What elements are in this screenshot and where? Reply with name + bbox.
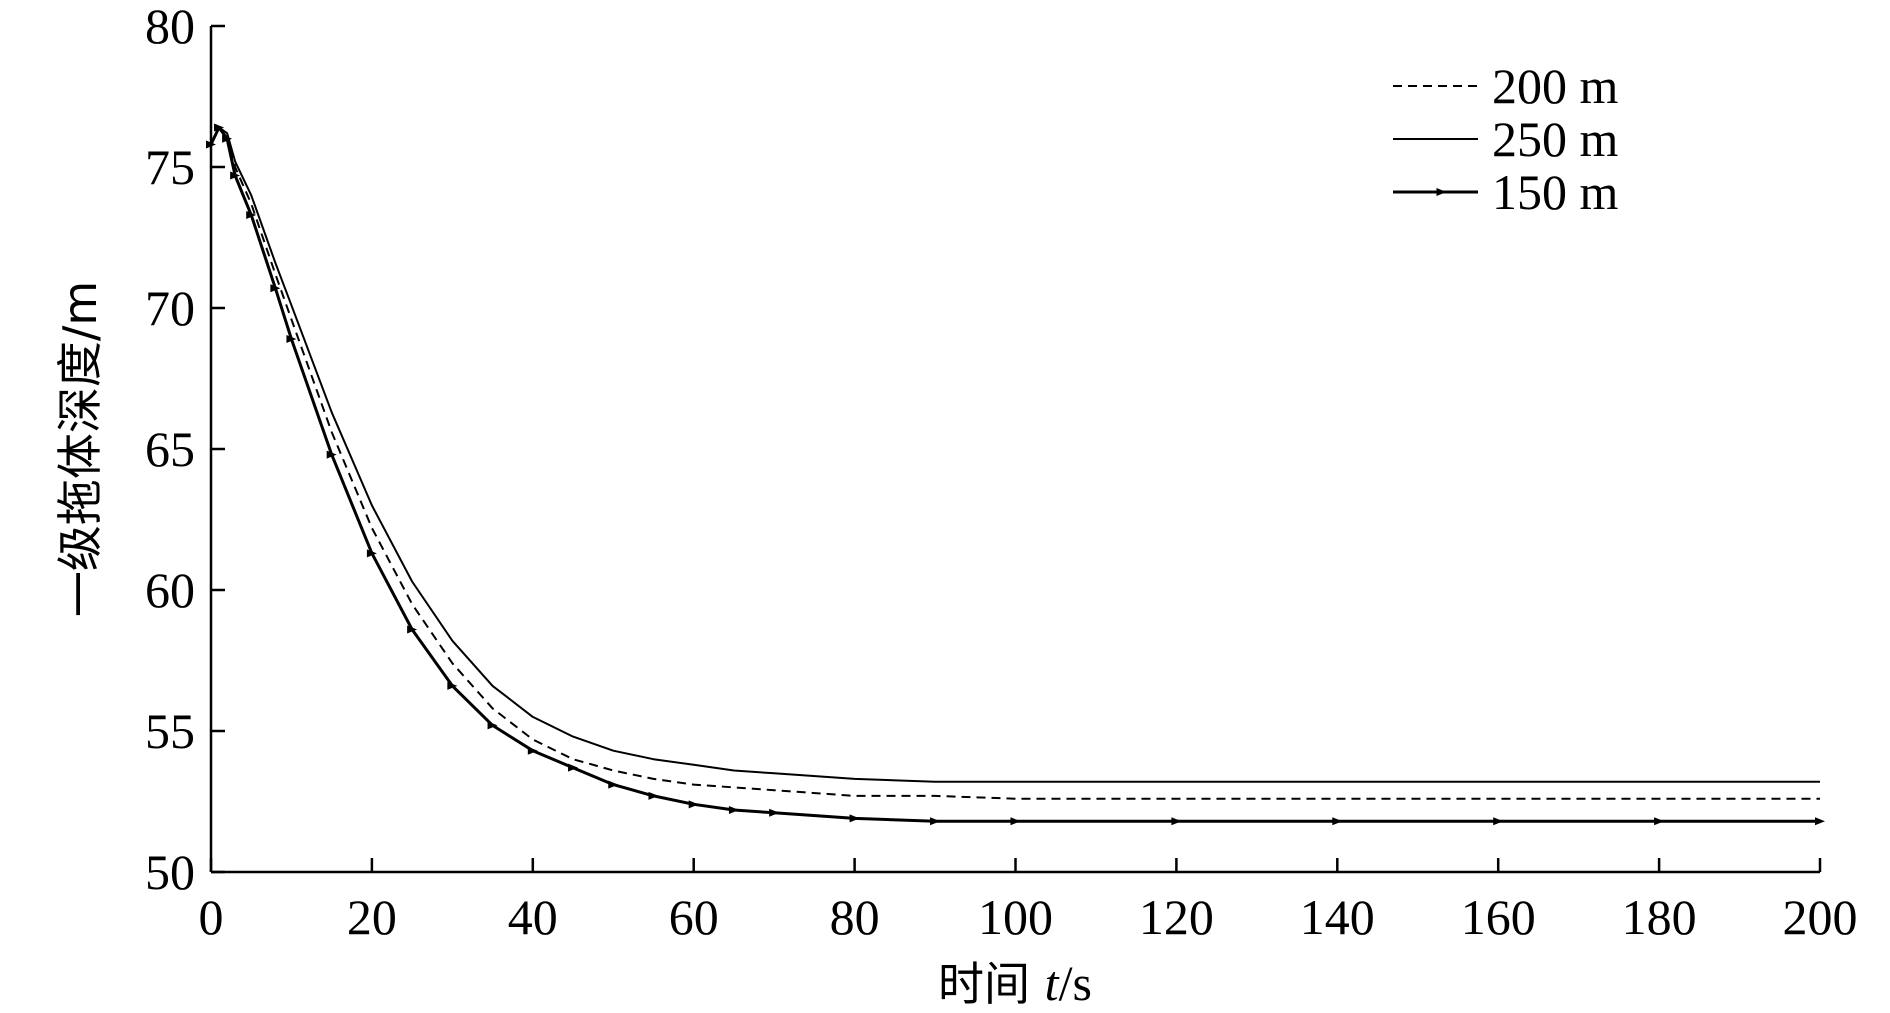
x-tick-label: 120 — [1139, 889, 1214, 945]
series-point — [1493, 817, 1504, 826]
y-ticks: 50 55 60 65 70 75 80 — [145, 0, 225, 900]
series-point — [1654, 817, 1665, 826]
series-point — [270, 284, 281, 293]
series-point — [527, 746, 538, 755]
y-tick-label: 60 — [145, 562, 195, 618]
series-point — [1332, 817, 1343, 826]
legend-label: 150 m — [1492, 164, 1619, 220]
series-layer — [206, 123, 1825, 826]
x-tick-label: 20 — [347, 889, 397, 945]
x-axis-title-prefix: 时间 — [938, 957, 1045, 1011]
y-tick-label: 50 — [145, 844, 195, 900]
series-point — [214, 123, 225, 132]
series-point — [447, 681, 458, 690]
series-point — [568, 763, 579, 772]
x-axis-title: 时间 t/s — [938, 955, 1092, 1011]
x-tick-label: 200 — [1783, 889, 1858, 945]
series-point — [222, 134, 233, 143]
legend-label: 250 m — [1492, 111, 1619, 167]
x-tick-label: 180 — [1622, 889, 1697, 945]
x-tick-label: 60 — [669, 889, 719, 945]
x-tick-label: 0 — [199, 889, 224, 945]
x-tick-label: 160 — [1461, 889, 1536, 945]
series-point — [1171, 817, 1182, 826]
x-tick-label: 140 — [1300, 889, 1375, 945]
x-axis-title-unit: /s — [1059, 955, 1092, 1011]
series-point — [326, 450, 337, 459]
series-point — [246, 210, 257, 219]
series-point — [230, 171, 241, 180]
series-point — [286, 335, 297, 344]
series-point — [366, 549, 377, 558]
x-tick-label: 80 — [830, 889, 880, 945]
y-tick-label: 55 — [145, 703, 195, 759]
series-line-150m — [209, 126, 1820, 823]
series-point — [728, 805, 739, 814]
series-line-250m — [210, 126, 1820, 783]
series-point — [407, 625, 418, 634]
series-point — [608, 780, 619, 789]
legend-label: 200 m — [1492, 58, 1619, 114]
series-point — [206, 140, 216, 149]
series-point — [1010, 817, 1021, 826]
x-tick-label: 40 — [508, 889, 558, 945]
y-tick-label: 65 — [145, 421, 195, 477]
series-point — [769, 808, 780, 817]
y-tick-label: 75 — [145, 139, 195, 195]
x-ticks: 0 20 40 60 80 100 120 140 160 180 200 — [199, 858, 1858, 945]
x-tick-label: 100 — [978, 889, 1053, 945]
x-axis-title-var: t — [1045, 955, 1060, 1011]
series-point — [688, 800, 699, 809]
series-line-200m — [210, 126, 1820, 800]
series-point — [849, 814, 860, 823]
series-point — [1815, 817, 1825, 826]
series-point — [487, 721, 498, 730]
series-point — [648, 791, 659, 800]
series-point — [930, 817, 941, 826]
legend-marker — [1436, 188, 1447, 196]
y-axis-title: 一级拖体深度/m — [53, 281, 107, 617]
y-tick-label: 80 — [145, 0, 195, 54]
y-tick-label: 70 — [145, 280, 195, 336]
